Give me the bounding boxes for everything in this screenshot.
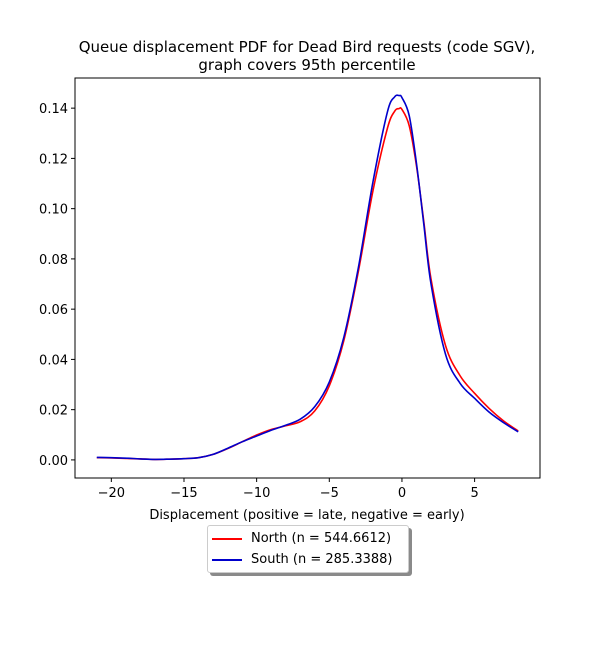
y-tick-label: 0.00 <box>39 454 68 469</box>
x-tick-label: −20 <box>98 486 125 501</box>
legend-swatch-north <box>212 538 242 540</box>
y-tick-label: 0.10 <box>39 203 68 218</box>
legend-label-north: North (n = 544.6612) <box>251 531 392 546</box>
x-tick-label: 5 <box>470 486 478 501</box>
legend: North (n = 544.6612) South (n = 285.3388… <box>207 525 409 573</box>
y-tick-label: 0.02 <box>39 404 68 419</box>
x-tick-label: −5 <box>320 486 339 501</box>
series-line-north <box>96 107 519 461</box>
y-tick-label: 0.14 <box>39 102 68 117</box>
y-tick-label: 0.08 <box>39 253 68 268</box>
legend-swatch-south <box>212 559 242 561</box>
x-tick-label: 0 <box>398 486 406 501</box>
chart-title-line1: Queue displacement PDF for Dead Bird req… <box>79 38 536 56</box>
y-tick-label: 0.04 <box>39 353 68 368</box>
series-line-south <box>96 94 519 461</box>
chart-title-line2: graph covers 95th percentile <box>198 56 415 74</box>
x-tick-label: −10 <box>243 486 270 501</box>
x-axis-label: Displacement (positive = late, negative … <box>149 508 464 523</box>
x-tick-label: −15 <box>170 486 197 501</box>
plot-frame <box>74 77 541 479</box>
y-tick-label: 0.12 <box>39 152 68 167</box>
y-tick-label: 0.06 <box>39 303 68 318</box>
legend-label-south: South (n = 285.3388) <box>251 552 393 567</box>
